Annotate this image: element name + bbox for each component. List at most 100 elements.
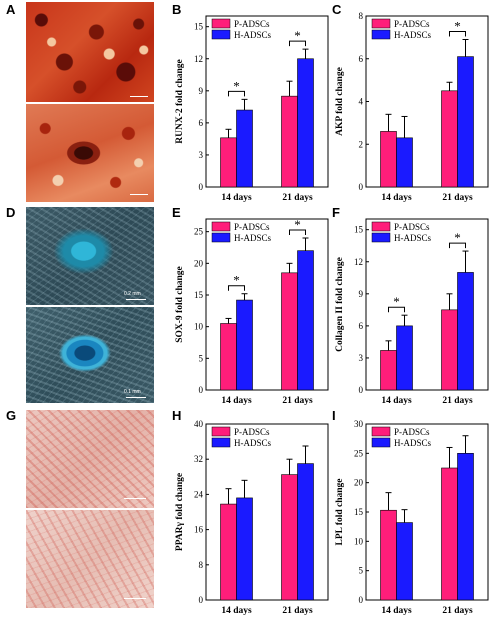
bar — [297, 58, 314, 188]
y-tick-label: 2 — [359, 139, 364, 149]
y-tick-label: 9 — [359, 289, 364, 299]
legend-label: P-ADSCs — [234, 427, 270, 437]
x-tick-label: 21 days — [442, 606, 473, 616]
y-tick-label: 10 — [354, 536, 364, 546]
x-tick-label: 21 days — [282, 396, 313, 406]
y-tick-label: 25 — [194, 227, 204, 237]
chart-ppar: 0 8 16 24 32 40 PPARγ fold change 14 days 21 day… — [175, 419, 329, 616]
bar — [396, 522, 413, 601]
bar — [396, 325, 413, 391]
y-tick-label: 20 — [354, 478, 364, 488]
x-tick-label: 21 days — [282, 193, 313, 203]
y-tick-label: 8 — [199, 560, 204, 570]
significance-asterisk: * — [454, 230, 461, 245]
legend-swatch — [371, 426, 391, 437]
legend-label: P-ADSCs — [234, 19, 270, 29]
y-tick-label: 9 — [199, 86, 204, 96]
x-tick-label: 21 days — [282, 606, 313, 616]
x-tick-label: 21 days — [442, 193, 473, 203]
panel-letter-d: D — [6, 205, 16, 220]
plot-frame — [205, 423, 329, 601]
bar — [441, 90, 458, 188]
legend-swatch — [211, 29, 231, 40]
bar — [236, 109, 253, 188]
legend-label: H-ADSCs — [234, 438, 272, 448]
y-tick-label: 12 — [354, 257, 363, 267]
y-tick-label: 0 — [359, 595, 364, 605]
bar — [281, 474, 298, 601]
significance-asterisk: * — [294, 28, 301, 43]
x-tick-label: 14 days — [381, 606, 412, 616]
legend-label: P-ADSCs — [234, 222, 270, 232]
significance-asterisk: * — [454, 19, 461, 34]
legend-swatch — [211, 437, 231, 448]
y-tick-label: 6 — [359, 321, 364, 331]
bar — [220, 323, 237, 391]
x-tick-label: 14 days — [221, 606, 252, 616]
legend-swatch — [371, 221, 391, 232]
y-axis-label: Collagen II fold change — [335, 257, 345, 352]
y-axis-label: PPARγ fold change — [175, 473, 185, 551]
significance-bracket — [388, 306, 405, 313]
bar — [396, 137, 413, 188]
significance-bracket — [449, 31, 466, 37]
y-axis-label: LPL fold change — [335, 478, 345, 545]
panel-letter-h: H — [172, 408, 182, 423]
scale-bar — [126, 299, 146, 300]
significance-asterisk: * — [233, 78, 240, 93]
x-tick-label: 14 days — [221, 193, 252, 203]
chart-collagen2: 0 3 6 9 12 15 Collagen II fold change 14 days * 2… — [335, 218, 489, 406]
y-tick-label: 0 — [199, 182, 204, 192]
photo-d-top: 0.2 mm — [26, 207, 154, 305]
plot-frame — [205, 15, 329, 188]
panel-letter-c: C — [332, 2, 342, 17]
panel-letter-i: I — [332, 408, 336, 423]
bar — [220, 503, 237, 601]
y-tick-label: 3 — [199, 150, 204, 160]
y-tick-label: 32 — [194, 454, 203, 464]
bar — [297, 250, 314, 391]
bar — [281, 95, 298, 188]
x-tick-label: 14 days — [381, 396, 412, 406]
legend-label: P-ADSCs — [394, 222, 430, 232]
significance-bracket — [228, 90, 245, 97]
bar — [380, 509, 397, 601]
panel-letter-a: A — [6, 2, 16, 17]
bar — [236, 299, 253, 391]
photo-g-top — [26, 410, 154, 508]
significance-bracket — [449, 242, 466, 249]
y-tick-label: 15 — [194, 290, 204, 300]
scale-bar — [130, 96, 148, 97]
bar — [441, 309, 458, 391]
x-tick-label: 21 days — [442, 396, 473, 406]
legend-label: H-ADSCs — [394, 30, 432, 40]
photo-g-bottom — [26, 510, 154, 608]
legend-label: H-ADSCs — [234, 30, 272, 40]
y-axis-label: SOX-9 fold change — [175, 266, 185, 343]
legend-swatch — [211, 18, 231, 29]
significance-asterisk: * — [294, 217, 301, 232]
bar — [457, 272, 474, 391]
legend-label: H-ADSCs — [234, 233, 272, 243]
bar — [380, 131, 397, 188]
panel-letter-f: F — [332, 205, 340, 220]
y-tick-label: 5 — [199, 353, 204, 363]
significance-asterisk: * — [233, 273, 240, 288]
photo-a-top — [26, 2, 154, 102]
legend-swatch — [371, 437, 391, 448]
y-axis-label: AKP fold change — [335, 67, 345, 136]
y-tick-label: 6 — [199, 118, 204, 128]
legend-swatch — [211, 232, 231, 243]
scale-bar — [124, 598, 146, 599]
y-tick-label: 12 — [194, 54, 203, 64]
bar — [457, 453, 474, 601]
significance-bracket — [228, 285, 245, 291]
panel-letter-g: G — [6, 408, 17, 423]
x-tick-label: 14 days — [221, 396, 252, 406]
y-tick-label: 0 — [359, 182, 364, 192]
y-tick-label: 4 — [359, 97, 364, 107]
y-tick-label: 30 — [354, 419, 364, 429]
x-tick-label: 14 days — [381, 193, 412, 203]
legend-label: H-ADSCs — [394, 233, 432, 243]
chart-sox9: 0 5 10 15 20 25 SOX-9 fold change 14 days * 21 da… — [175, 217, 329, 406]
